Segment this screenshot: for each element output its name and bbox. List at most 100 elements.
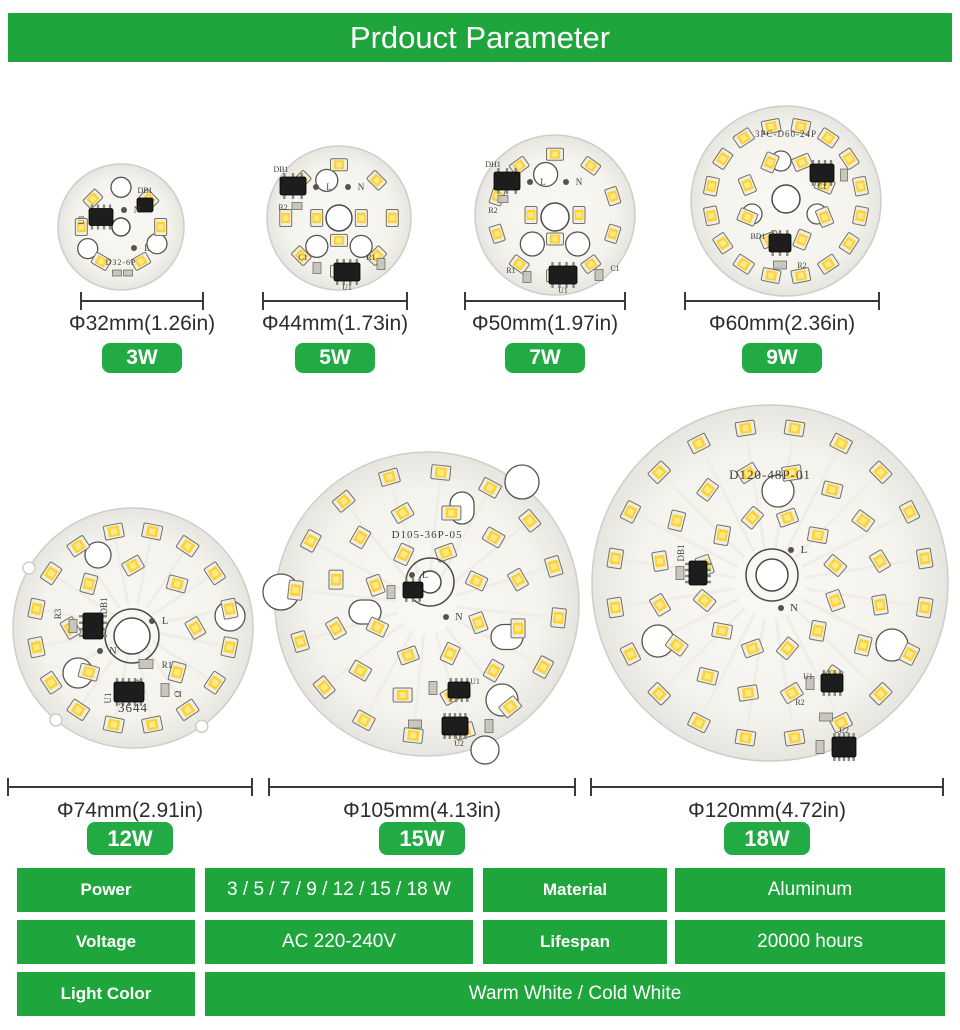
- spec-value-power: 3 / 5 / 7 / 9 / 12 / 15 / 18 W: [205, 868, 473, 912]
- mounting-hole: [470, 735, 500, 765]
- led-icon: [604, 186, 622, 207]
- silkscreen-label: DB1: [273, 165, 288, 174]
- led-icon: [734, 419, 757, 437]
- led-icon: [780, 682, 804, 704]
- pcb-board-5w: DB1 R2 U1 L N R1 C1: [266, 145, 412, 292]
- silkscreen-label: R1: [162, 660, 173, 670]
- mounting-hole: [146, 233, 168, 255]
- silkscreen-label: N: [455, 612, 462, 623]
- led-icon: [783, 419, 806, 437]
- silkscreen-label: DB1: [137, 186, 152, 195]
- ic-chip: [88, 204, 114, 230]
- silkscreen-label: C1: [298, 253, 307, 262]
- led-icon: [402, 727, 424, 744]
- silkscreen-label: U1: [342, 283, 352, 292]
- dimension-label-9w: Φ60mm(2.36in): [708, 312, 856, 335]
- silkscreen-label: N: [576, 177, 583, 187]
- silkscreen-label: L: [540, 177, 546, 187]
- silkscreen-label: DH1: [485, 160, 501, 169]
- silkscreen-label: R2: [278, 203, 287, 212]
- silkscreen-label: U1: [803, 672, 813, 681]
- mounting-hole: [565, 231, 591, 257]
- smd-resistor: [160, 683, 170, 697]
- led-icon: [430, 464, 452, 481]
- led-icon: [732, 127, 755, 149]
- led-icon: [821, 480, 844, 500]
- led-icon: [74, 218, 88, 236]
- smd-resistor: [123, 269, 133, 277]
- led-icon: [696, 478, 719, 502]
- led-icon: [385, 209, 399, 227]
- silkscreen-label: C1: [610, 264, 619, 273]
- led-icon: [781, 464, 803, 482]
- led-icon: [809, 619, 827, 642]
- led-icon: [647, 460, 671, 484]
- silkscreen-label: R2: [488, 206, 497, 215]
- led-icon: [184, 616, 207, 640]
- smd-resistor: [840, 168, 848, 182]
- mounting-hole: [315, 168, 339, 192]
- dimension-line: [464, 292, 626, 310]
- silkscreen-label: BD1: [750, 232, 765, 241]
- ic-chip: [113, 678, 145, 706]
- led-icon: [760, 151, 780, 174]
- led-icon: [869, 549, 891, 573]
- led-icon: [869, 682, 893, 706]
- led-icon: [776, 636, 799, 660]
- silkscreen-label: L: [326, 182, 332, 192]
- center-hole: [113, 617, 151, 655]
- dimension-label-18w: Φ120mm(4.72in): [688, 799, 846, 822]
- led-icon: [66, 535, 91, 558]
- led-icon: [488, 223, 506, 244]
- silkscreen-label: U1: [558, 286, 568, 295]
- led-icon: [203, 670, 226, 695]
- led-icon: [510, 618, 526, 639]
- led-icon: [647, 682, 671, 706]
- led-icon: [165, 574, 189, 594]
- board-marking: D32-6P: [106, 258, 137, 267]
- led-icon: [604, 223, 622, 244]
- ic-chip: [402, 578, 424, 602]
- led-icon: [825, 589, 846, 612]
- led-icon: [741, 506, 764, 530]
- dimension-line: [262, 292, 408, 310]
- led-icon: [736, 462, 760, 484]
- led-icon: [328, 569, 344, 590]
- led-icon: [899, 500, 921, 524]
- title-banner: Prdouct Parameter: [8, 13, 952, 62]
- led-icon: [732, 253, 755, 275]
- led-icon: [439, 642, 461, 666]
- led-icon: [66, 698, 91, 721]
- silkscreen-label: Ω: [173, 690, 183, 697]
- silkscreen-label: U2: [839, 726, 849, 735]
- led-icon: [167, 660, 187, 684]
- smd-resistor: [291, 202, 303, 210]
- silkscreen-label: L: [144, 243, 150, 253]
- dimension-line: [7, 778, 253, 796]
- smd-resistor: [408, 719, 422, 729]
- led-icon: [434, 542, 458, 563]
- ic-chip: [79, 612, 107, 640]
- led-icon: [871, 594, 889, 616]
- pcb-board-12w: DB1 R3 R1 U1 Ω L N 3644: [12, 507, 254, 749]
- silkscreen-label: R1: [366, 253, 375, 262]
- led-icon: [312, 675, 336, 699]
- power-badge-18w: 18W: [724, 822, 810, 855]
- led-icon: [606, 547, 624, 570]
- led-icon: [899, 642, 921, 666]
- silkscreen-label: L: [422, 570, 428, 581]
- ic-chip: [820, 670, 844, 696]
- led-icon: [300, 529, 322, 553]
- dimension-label-3w: Φ32mm(1.26in): [68, 312, 216, 335]
- led-icon: [817, 127, 840, 149]
- led-icon: [141, 522, 164, 541]
- mounting-hole: [305, 234, 329, 259]
- mounting-hole: [77, 237, 99, 260]
- led-icon: [712, 232, 734, 255]
- led-icon: [482, 658, 505, 683]
- led-icon: [27, 636, 46, 659]
- led-icon: [572, 206, 586, 224]
- led-icon: [279, 209, 293, 227]
- led-icon: [711, 622, 734, 640]
- led-icon: [348, 659, 373, 682]
